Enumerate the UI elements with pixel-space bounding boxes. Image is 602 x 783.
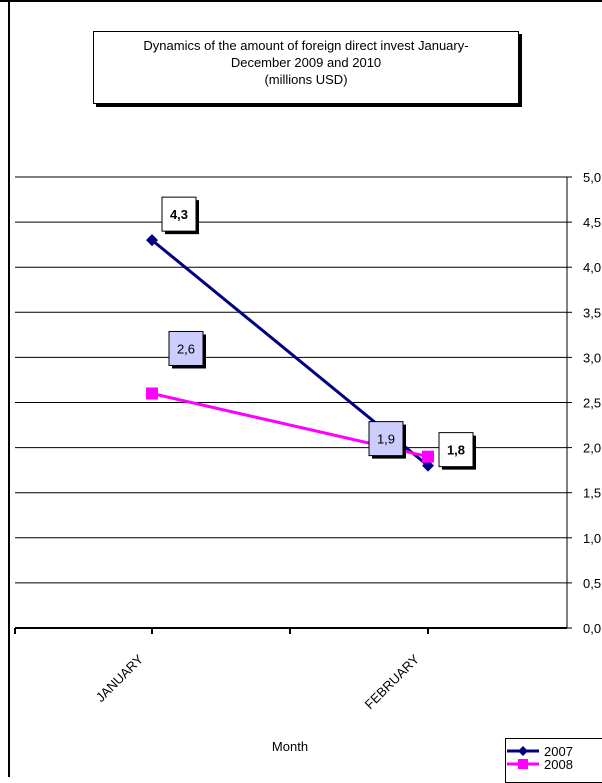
legend-label-2007: 2007 — [544, 743, 573, 759]
x-axis-title: Month — [272, 739, 308, 754]
data-label-box — [161, 196, 197, 232]
data-point-2008 — [422, 450, 434, 463]
x-tick-label: JANUARY — [93, 651, 147, 705]
y-tick-label: 2,5 — [583, 396, 601, 411]
data-point-2008 — [146, 387, 158, 400]
y-tick-label: 4,5 — [583, 215, 601, 230]
data-point-2007 — [422, 459, 434, 472]
chart-legend: 2007 2008 — [505, 738, 602, 783]
legend-swatch-2008 — [507, 759, 539, 769]
y-tick-label: 4,0 — [583, 260, 601, 275]
chart-title-line-3: (millions USD) — [264, 72, 348, 87]
data-label-2007: 4,3 — [170, 207, 188, 222]
legend-item-2008: 2008 — [506, 757, 573, 771]
y-tick-label: 3,5 — [583, 305, 601, 320]
y-tick-label: 5,0 — [583, 170, 601, 185]
y-tick-label: 1,0 — [583, 531, 601, 546]
y-tick-label: 1,5 — [583, 486, 601, 501]
chart-title-line-2: December 2009 and 2010 — [230, 55, 382, 70]
data-labels: 4,3 1,8 2,6 1,9 — [161, 196, 476, 470]
data-label-2008: 1,9 — [377, 432, 395, 447]
data-label-box — [168, 330, 204, 366]
legend-label-2008: 2008 — [544, 756, 573, 772]
legend-item-2007: 2007 — [506, 744, 573, 758]
data-label-2008: 2,6 — [177, 341, 195, 356]
x-tick-label: FEBRUARY — [362, 651, 423, 712]
y-tick-label: 0,0 — [583, 621, 601, 636]
chart-title: Dynamics of the amount of foreign direct… — [93, 31, 519, 104]
data-label-box — [368, 421, 404, 457]
gridlines — [15, 176, 567, 629]
data-label-2007: 1,8 — [447, 443, 465, 458]
data-point-2007 — [146, 234, 158, 247]
chart-title-line-1: Dynamics of the amount of foreign direct… — [143, 38, 469, 53]
y-tick-label: 0,5 — [583, 576, 601, 591]
axes: 0,0 0,5 1,0 1,5 2,0 2,5 3,0 3,5 4,0 4,5 5,0 JANUARY… — [14, 170, 601, 712]
y-tick-label: 3,0 — [583, 350, 601, 365]
data-label-box — [438, 432, 474, 468]
legend-swatch-2007 — [507, 746, 539, 756]
y-tick-label: 2,0 — [583, 441, 601, 456]
